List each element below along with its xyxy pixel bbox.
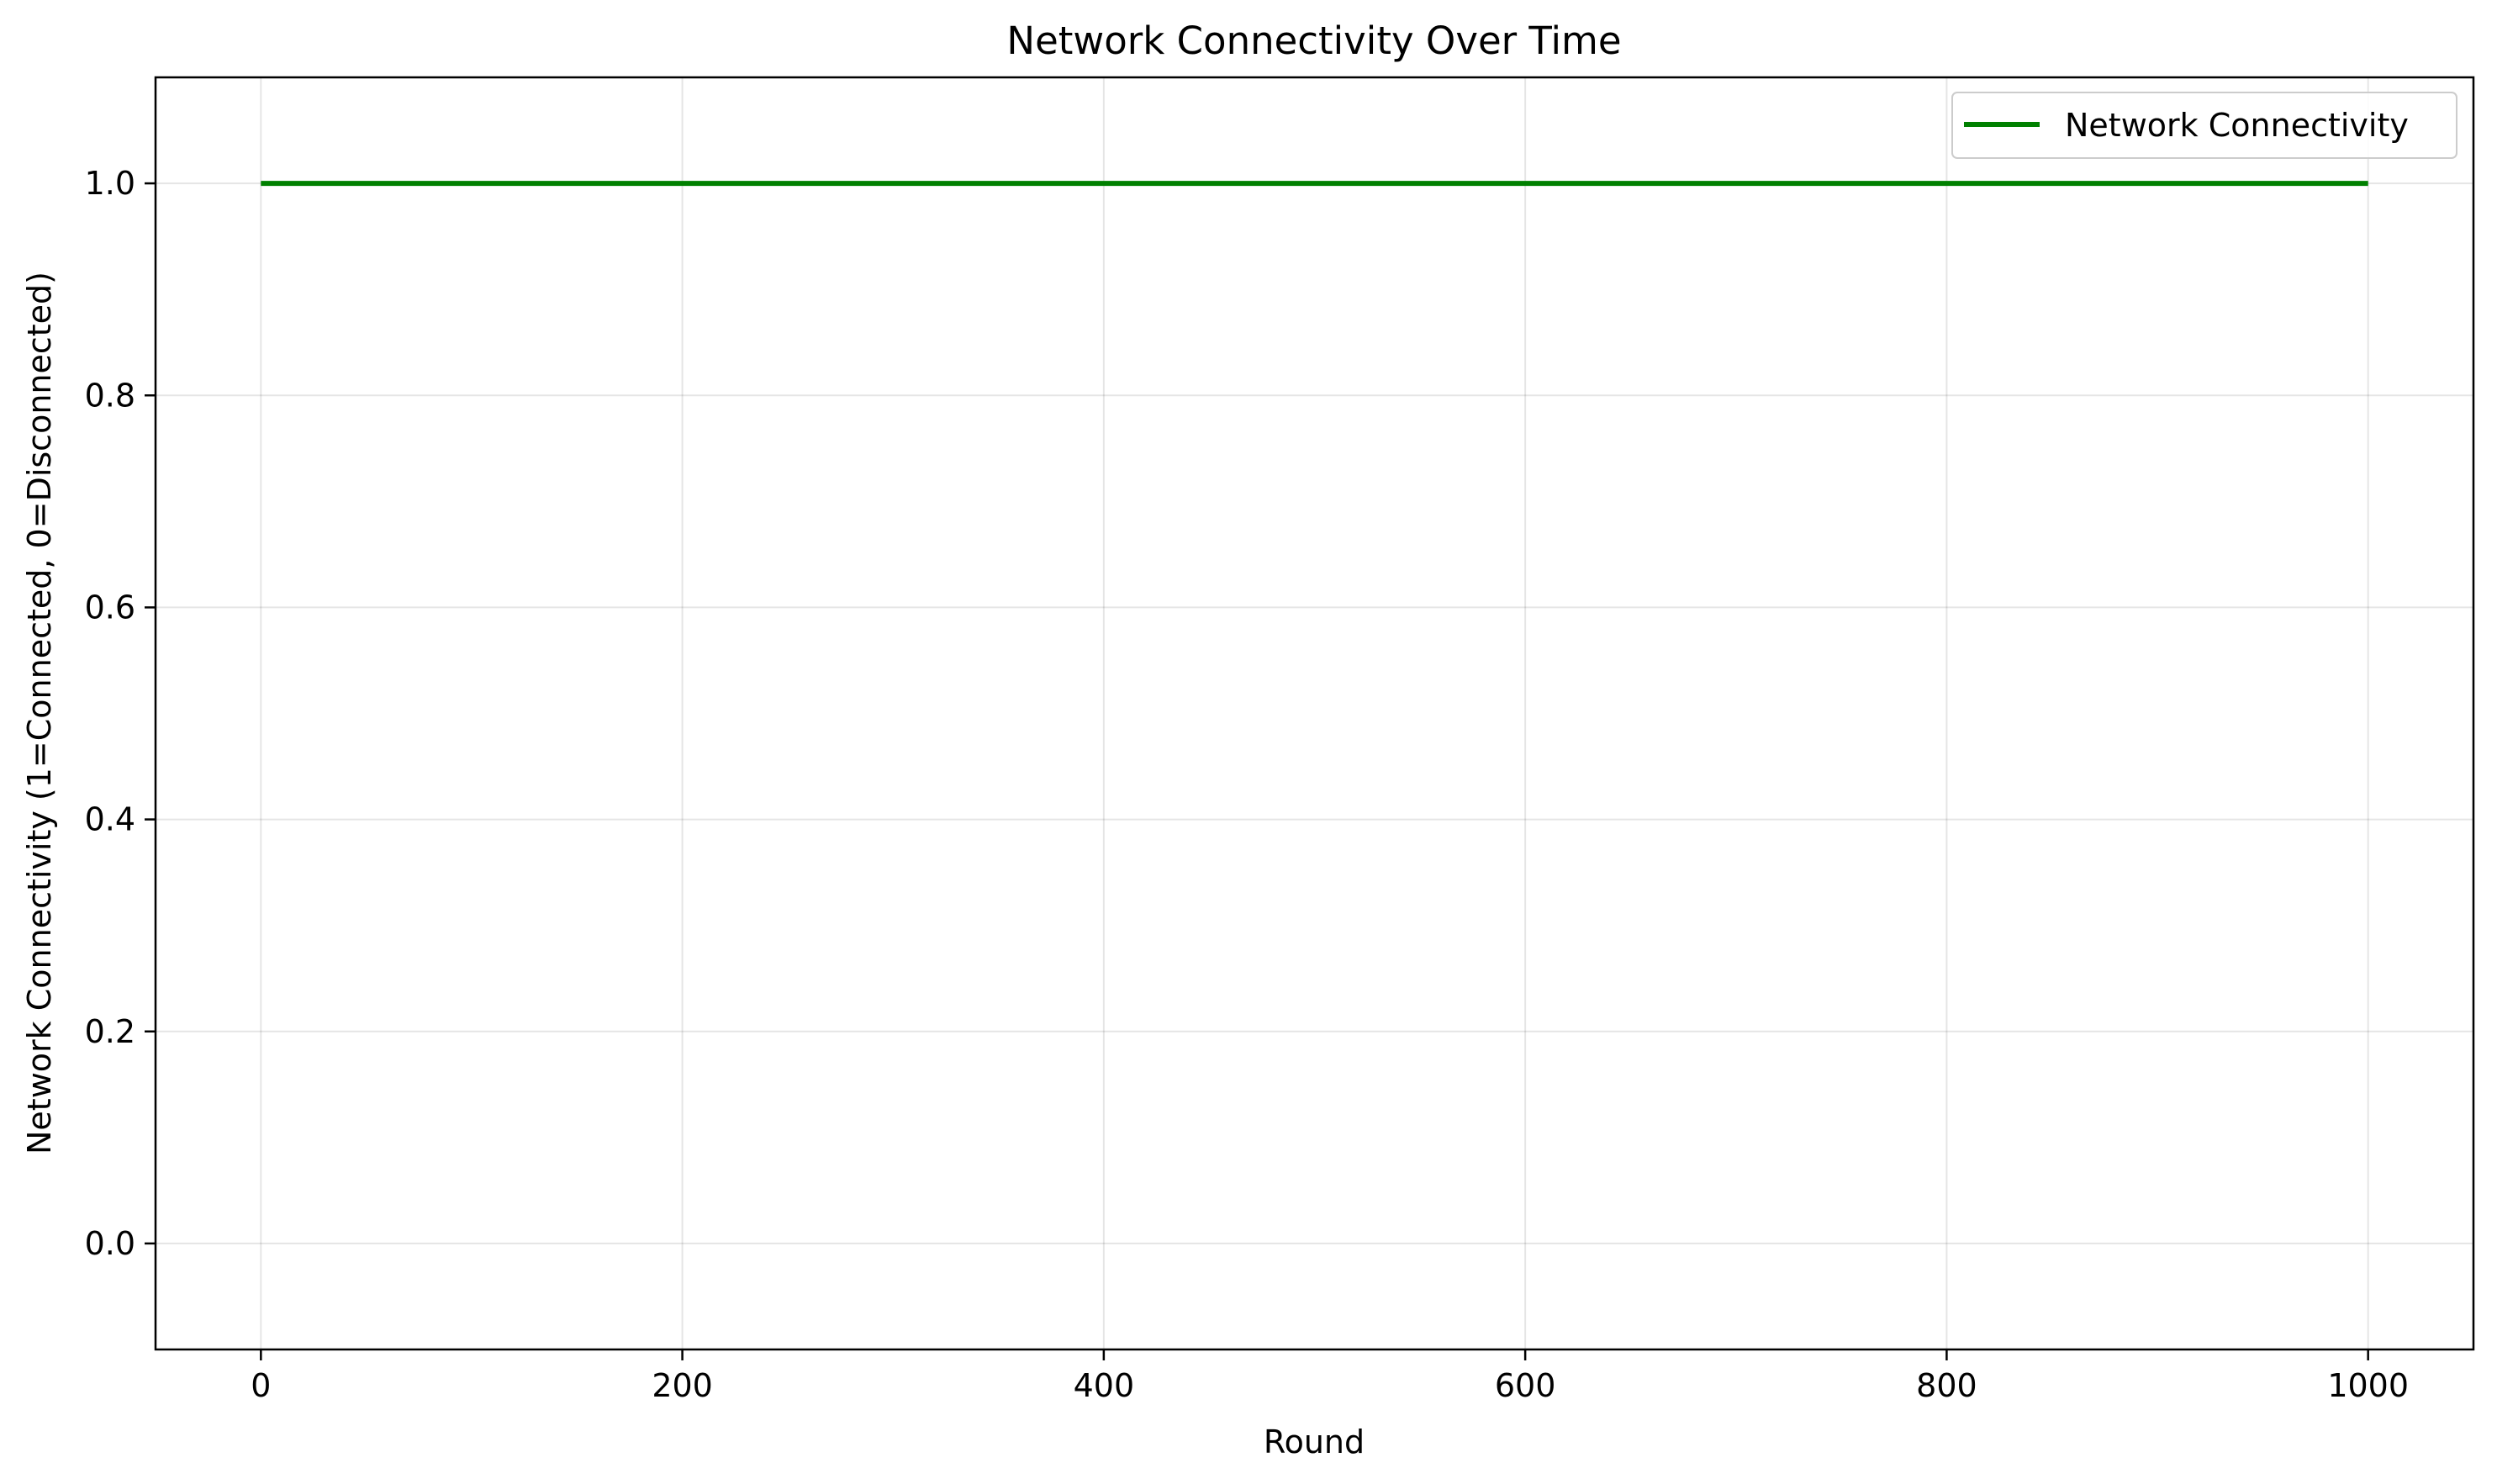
x-tick-label: 200 — [652, 1367, 713, 1404]
x-tick-label: 600 — [1495, 1367, 1556, 1404]
y-tick-label: 0.4 — [85, 801, 135, 838]
y-tick-label: 0.8 — [85, 377, 135, 414]
x-tick-label: 0 — [251, 1367, 271, 1404]
y-tick-label: 0.6 — [85, 589, 135, 626]
x-axis-ticks: 0 200 400 600 800 1000 — [251, 1349, 2409, 1404]
x-gridlines — [260, 77, 2369, 1349]
y-tick-label: 0.0 — [85, 1225, 135, 1262]
legend-box — [1951, 92, 2457, 159]
x-tick-label: 400 — [1074, 1367, 1135, 1404]
y-axis-label: Network Connectivity (1=Connected, 0=Dis… — [21, 272, 58, 1154]
x-axis-label: Round — [1264, 1423, 1365, 1460]
y-tick-label: 1.0 — [85, 165, 135, 202]
x-tick-label: 1000 — [2327, 1367, 2409, 1404]
y-axis-ticks: 0.0 0.2 0.4 0.6 0.8 1.0 — [85, 165, 156, 1262]
chart-title: Network Connectivity Over Time — [1006, 18, 1621, 63]
legend: Network Connectivity — [1951, 92, 2457, 159]
y-tick-label: 0.2 — [85, 1013, 135, 1050]
x-tick-label: 800 — [1916, 1367, 1977, 1404]
legend-label-network-connectivity: Network Connectivity — [2065, 107, 2409, 144]
plot-area-frame — [154, 76, 2475, 1351]
